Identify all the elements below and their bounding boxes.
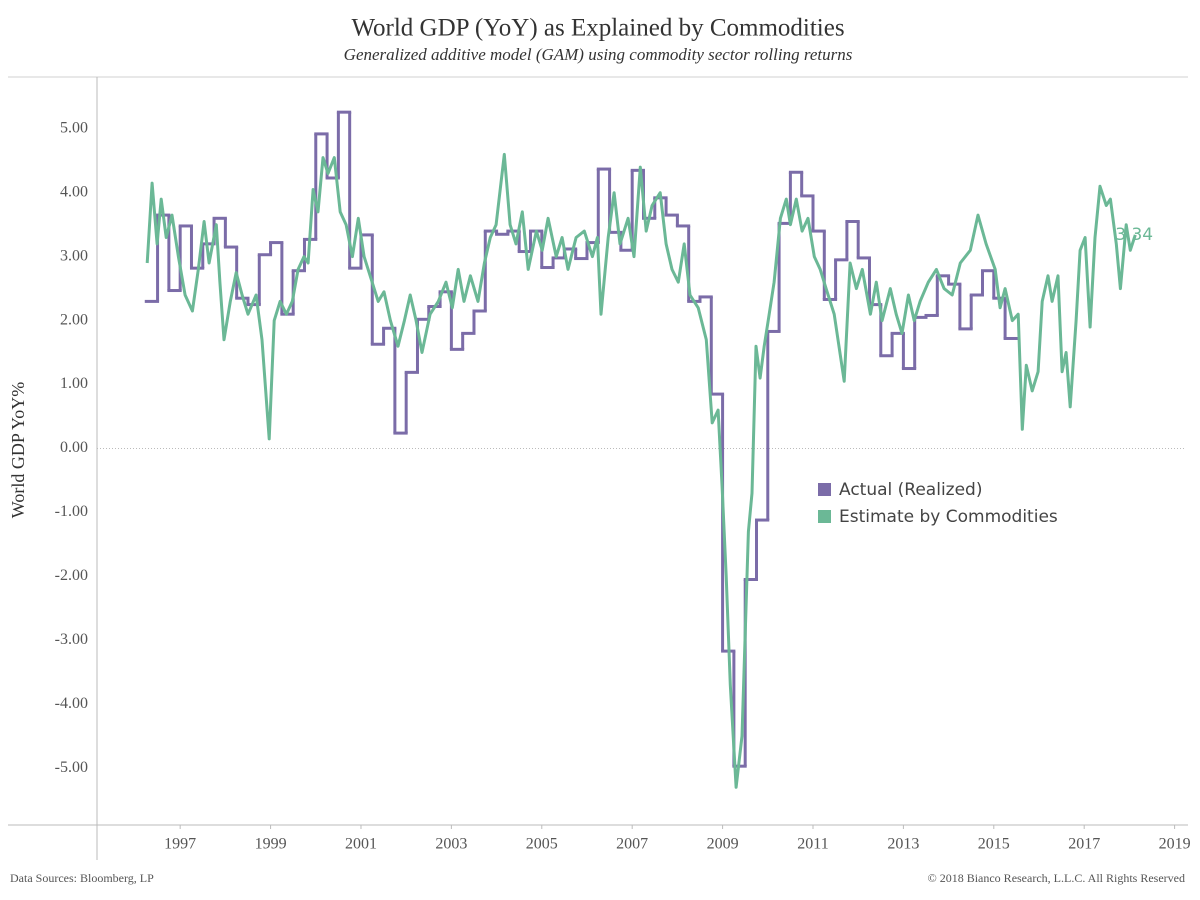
y-tick-label: 4.00 [60,183,88,200]
legend-swatch [818,510,831,523]
y-tick-label: 5.00 [60,119,88,136]
y-tick-label: -2.00 [55,567,88,584]
x-tick-label: 2013 [887,836,919,853]
y-tick-label: 0.00 [60,439,88,456]
y-tick-label: -4.00 [55,695,88,712]
y-tick-label: -1.00 [55,503,88,520]
end-label: 3.34 [1115,225,1153,245]
line [145,152,1137,789]
x-tick-label: 2011 [797,836,828,853]
legend-swatch [818,483,831,496]
chart-title: World GDP (YoY) as Explained by Commodit… [351,15,844,42]
copyright: © 2018 Bianco Research, L.L.C. All Right… [928,871,1185,885]
y-tick-label: 2.00 [60,311,88,328]
y-tick-label: -5.00 [55,759,88,776]
x-tick-label: 2003 [435,836,467,853]
x-tick-label: 2005 [526,836,558,853]
x-tick-label: 2019 [1159,836,1191,853]
y-tick-label: -3.00 [55,631,88,648]
x-tick-label: 2017 [1068,836,1100,853]
legend-label: Actual (Realized) [839,480,982,500]
chart-subtitle: Generalized additive model (GAM) using c… [344,45,853,64]
source: Data Sources: Bloomberg, LP [10,871,154,885]
x-tick-label: 2015 [978,836,1010,853]
x-tick-label: 1999 [255,836,287,853]
x-tick-label: 2007 [616,836,648,853]
x-tick-label: 2001 [345,836,377,853]
legend-label: Estimate by Commodities [839,507,1058,527]
y-tick-label: 1.00 [60,375,88,392]
y-tick-label: 3.00 [60,247,88,264]
x-tick-label: 2009 [707,836,739,853]
y-axis-title: World GDP YoY% [8,382,28,518]
x-tick-label: 1997 [164,836,196,853]
